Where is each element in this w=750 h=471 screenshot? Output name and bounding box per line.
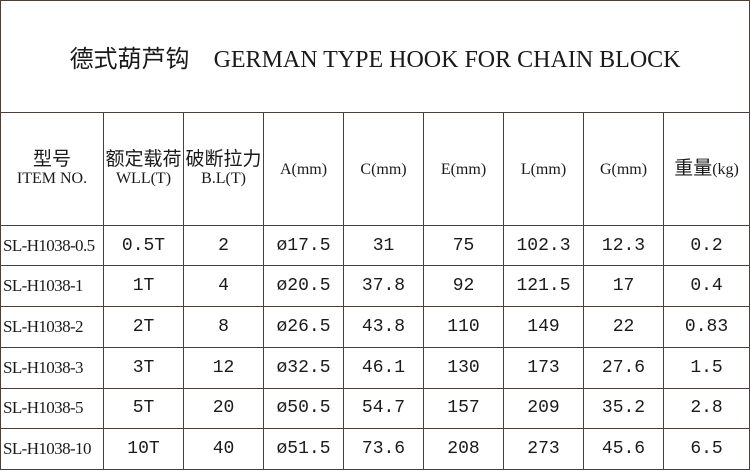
header-cn: 重量	[674, 158, 713, 180]
column-header: A(mm)	[263, 112, 344, 226]
column-header: E(mm)	[423, 112, 504, 226]
value-cell: ø17.5	[263, 224, 344, 267]
value-cell: 20	[183, 387, 264, 430]
value-cell: ø20.5	[263, 265, 344, 308]
table-row: SL-H1038-3 3T 12 ø32.5 46.1 130 173 27.6 1.5	[0, 346, 750, 389]
value-cell: ø51.5	[263, 428, 344, 470]
value-cell: 130	[423, 346, 504, 389]
header-en: A(mm)	[279, 160, 328, 178]
value-cell: 27.6	[583, 346, 664, 389]
value-cell: 12	[183, 346, 264, 389]
column-header: G(mm)	[583, 112, 664, 226]
value-cell: 22	[583, 306, 664, 348]
header-cn: 额定载荷	[105, 149, 182, 171]
value-cell: 43.8	[343, 306, 424, 348]
value-cell: 35.2	[583, 387, 664, 430]
table-row: SL-H1038-0.5 0.5T 2 ø17.5 31 75 102.3 12.3 0.2	[0, 224, 750, 267]
value-cell: 173	[503, 346, 584, 389]
value-cell: 0.4	[662, 265, 750, 308]
value-cell: 149	[503, 306, 584, 348]
value-cell: 121.5	[503, 265, 584, 308]
value-cell: 6.5	[662, 428, 750, 470]
value-cell: 40	[183, 428, 264, 470]
value-cell: 102.3	[503, 224, 584, 267]
header-en: G(mm)	[599, 160, 648, 178]
value-cell: 12.3	[583, 224, 664, 267]
value-cell: 157	[423, 387, 504, 430]
value-cell: 110	[423, 306, 504, 348]
value-cell: 273	[503, 428, 584, 470]
item-number-cell: SL-H1038-3	[0, 346, 104, 389]
table-row: SL-H1038-5 5T 20 ø50.5 54.7 157 209 35.2 2.8	[0, 387, 750, 430]
value-cell: 2	[183, 224, 264, 267]
title-row: 德式葫芦钩 GERMAN TYPE HOOK FOR CHAIN BLOCK	[0, 0, 750, 114]
table-title: 德式葫芦钩 GERMAN TYPE HOOK FOR CHAIN BLOCK	[0, 0, 750, 114]
header-en: C(mm)	[360, 160, 407, 178]
value-cell: 75	[423, 224, 504, 267]
title-cn: 德式葫芦钩	[69, 47, 190, 74]
table-row: SL-H1038-10 10T 40 ø51.5 73.6 208 273 45.6 6.5	[0, 428, 750, 470]
header-cn: 破断拉力	[185, 149, 262, 171]
item-number-cell: SL-H1038-2	[0, 306, 104, 348]
header-en: B.L(T)	[201, 170, 246, 188]
value-cell: 92	[423, 265, 504, 308]
column-header: 额定载荷 WLL(T)	[103, 112, 184, 226]
header-row: 型号 ITEM NO. 额定载荷 WLL(T) 破断拉力 B.L(T) A(mm) C(mm)…	[0, 112, 750, 226]
title-en: GERMAN TYPE HOOK FOR CHAIN BLOCK	[213, 47, 681, 74]
value-cell: 209	[503, 387, 584, 430]
value-cell: 17	[583, 265, 664, 308]
column-header: C(mm)	[343, 112, 424, 226]
value-cell: 0.83	[662, 306, 750, 348]
header-en: WLL(T)	[115, 170, 172, 188]
header-en: (kg)	[712, 161, 739, 179]
item-number-cell: SL-H1038-10	[0, 428, 104, 470]
value-cell: 45.6	[583, 428, 664, 470]
item-number-cell: SL-H1038-5	[0, 387, 104, 430]
column-header: 重量(kg)	[662, 112, 750, 226]
column-header: 破断拉力 B.L(T)	[183, 112, 264, 226]
header-en: ITEM NO.	[16, 170, 88, 188]
value-cell: 8	[183, 306, 264, 348]
value-cell: 54.7	[343, 387, 424, 430]
header-cn: 型号	[32, 149, 71, 171]
value-cell: 5T	[103, 387, 184, 430]
value-cell: ø26.5	[263, 306, 344, 348]
table-row: SL-H1038-1 1T 4 ø20.5 37.8 92 121.5 17 0.4	[0, 265, 750, 308]
value-cell: 10T	[103, 428, 184, 470]
value-cell: 46.1	[343, 346, 424, 389]
value-cell: 31	[343, 224, 424, 267]
value-cell: 2T	[103, 306, 184, 348]
value-cell: 3T	[103, 346, 184, 389]
value-cell: 73.6	[343, 428, 424, 470]
value-cell: 1T	[103, 265, 184, 308]
item-number-cell: SL-H1038-1	[0, 265, 104, 308]
value-cell: 37.8	[343, 265, 424, 308]
value-cell: 0.2	[662, 224, 750, 267]
value-cell: 4	[183, 265, 264, 308]
value-cell: 2.8	[662, 387, 750, 430]
table-body: SL-H1038-0.5 0.5T 2 ø17.5 31 75 102.3 12.3 0.2 SL…	[0, 224, 750, 470]
table-row: SL-H1038-2 2T 8 ø26.5 43.8 110 149 22 0.83	[0, 306, 750, 348]
value-cell: 208	[423, 428, 504, 470]
item-number-cell: SL-H1038-0.5	[0, 224, 104, 267]
value-cell: 1.5	[662, 346, 750, 389]
column-header: L(mm)	[503, 112, 584, 226]
column-header: 型号 ITEM NO.	[0, 112, 104, 226]
value-cell: ø32.5	[263, 346, 344, 389]
value-cell: ø50.5	[263, 387, 344, 430]
header-en: E(mm)	[440, 160, 487, 178]
header-en: L(mm)	[520, 160, 567, 178]
value-cell: 0.5T	[103, 224, 184, 267]
